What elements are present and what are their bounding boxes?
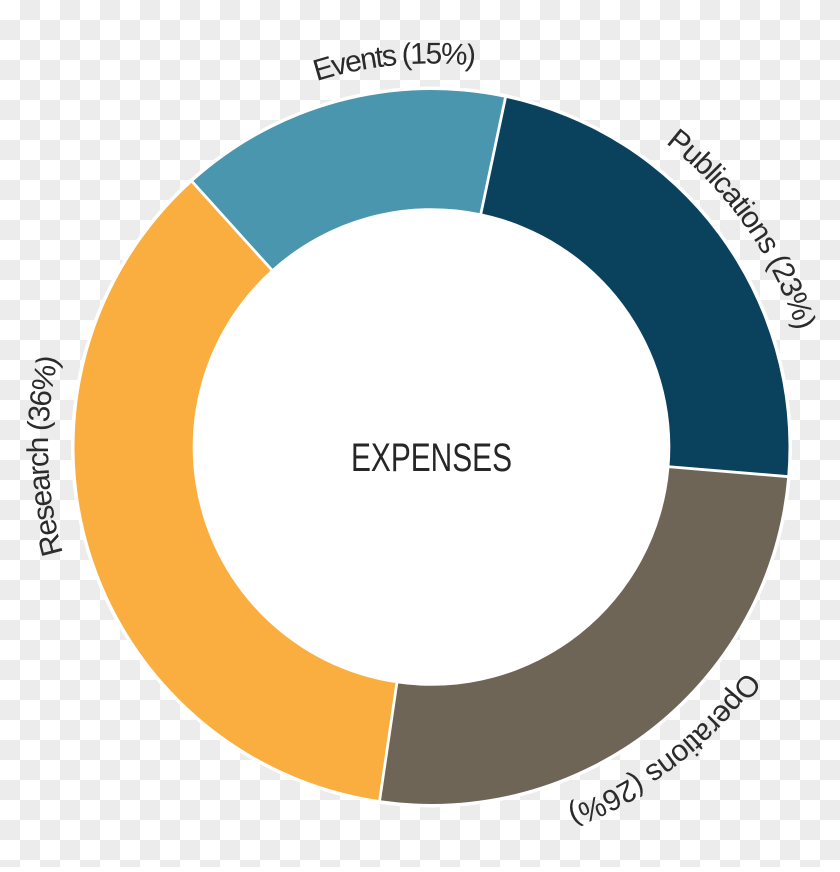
- svg-text:EXPENSES: EXPENSES: [351, 436, 512, 480]
